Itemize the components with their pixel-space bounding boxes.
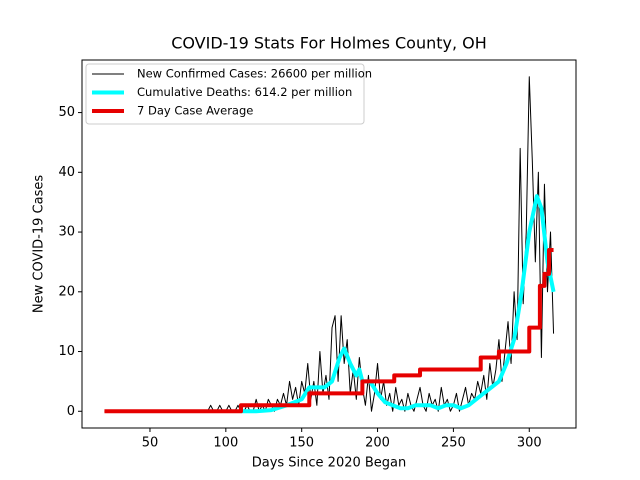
series-line [241, 194, 556, 414]
chart-title: COVID-19 Stats For Holmes County, OH [171, 34, 487, 53]
x-tick-label: 50 [142, 436, 159, 451]
y-tick-label: 10 [58, 344, 75, 359]
legend-label: 7 Day Case Average [137, 104, 253, 118]
plot-frame [81, 59, 577, 429]
y-tick-label: 50 [58, 105, 75, 120]
y-tick-label: 20 [58, 284, 75, 299]
x-tick-label: 300 [517, 436, 542, 451]
series-line [104, 76, 555, 412]
legend-label: Cumulative Deaths: 614.2 per million [137, 85, 352, 99]
x-tick-label: 150 [289, 436, 314, 451]
y-tick-label: 30 [58, 225, 75, 240]
x-tick-label: 200 [365, 436, 390, 451]
x-axis-label: Days Since 2020 Began [252, 456, 407, 471]
y-tick-label: 0 [67, 404, 75, 419]
legend-label: New Confirmed Cases: 26600 per million [137, 67, 372, 81]
x-tick-label: 250 [441, 436, 466, 451]
y-tick-label: 40 [58, 165, 75, 180]
series-line [104, 247, 554, 414]
y-axis-label: New COVID-19 Cases [32, 175, 47, 313]
legend-box [85, 63, 365, 125]
x-tick-label: 100 [213, 436, 238, 451]
